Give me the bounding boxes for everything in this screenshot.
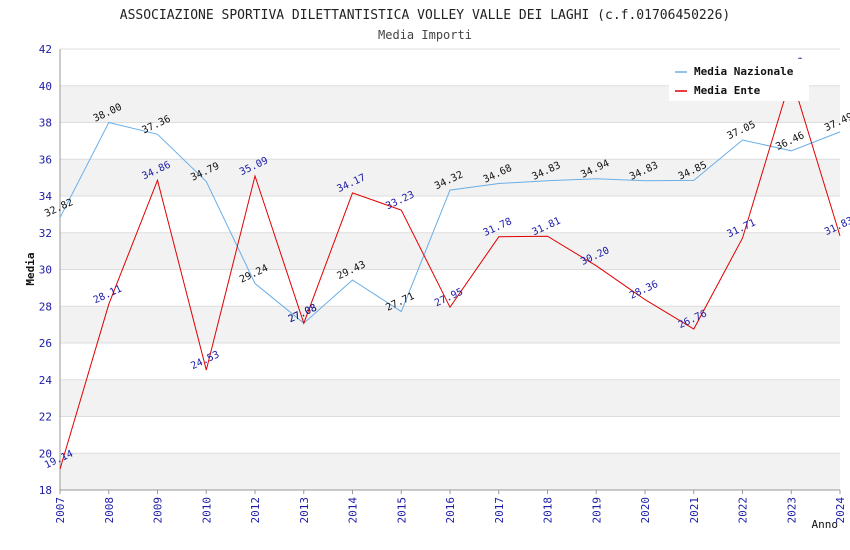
band xyxy=(60,196,840,233)
band xyxy=(60,232,840,270)
legend: Media Nazionale Media Ente xyxy=(669,59,809,101)
x-tick-label: 2013 xyxy=(298,497,311,524)
x-tick-label: 2010 xyxy=(200,497,213,524)
x-tick-label: 2007 xyxy=(54,497,67,524)
x-tick-label: 2024 xyxy=(834,497,847,524)
series-line-media-ente xyxy=(59,74,841,470)
x-tick-label: 2020 xyxy=(639,497,652,524)
y-tick-label: 20 xyxy=(39,447,52,460)
series-line-media-nazionale xyxy=(59,121,841,324)
y-tick-label: 22 xyxy=(39,411,52,424)
x-tick-label: 2008 xyxy=(103,497,116,524)
x-tick-label: 2012 xyxy=(249,497,262,524)
y-tick-label: 42 xyxy=(39,43,52,56)
x-tick-label: 2022 xyxy=(737,497,750,524)
x-tick-label: 2016 xyxy=(444,497,457,524)
legend-label-ente: Media Ente xyxy=(694,84,761,97)
x-tick-label: 2019 xyxy=(590,497,603,524)
band xyxy=(60,379,840,417)
band xyxy=(60,416,840,454)
y-tick-label: 26 xyxy=(39,337,52,350)
chart-subtitle: Media Importi xyxy=(378,28,472,42)
y-tick-label: 28 xyxy=(39,300,52,313)
x-tick-label: 2014 xyxy=(347,497,360,524)
x-tick-label: 2018 xyxy=(542,497,555,524)
chart-title: ASSOCIAZIONE SPORTIVA DILETTANTISTICA VO… xyxy=(120,8,730,23)
band xyxy=(60,122,840,160)
y-tick-label: 38 xyxy=(39,117,52,130)
series-lines xyxy=(59,74,841,470)
y-tick-label: 34 xyxy=(39,190,53,203)
legend-label-nazionale: Media Nazionale xyxy=(694,65,794,78)
y-axis-label: Media xyxy=(24,252,37,285)
band xyxy=(60,343,840,380)
band xyxy=(60,269,840,307)
y-ticks: 18 20 22 24 26 28 30 32 34 36 38 40 42 xyxy=(39,43,53,497)
y-tick-label: 30 xyxy=(39,264,52,277)
x-tick-label: 2009 xyxy=(152,497,165,524)
y-tick-label: 32 xyxy=(39,227,52,240)
x-axis-label: Anno xyxy=(812,518,839,531)
x-ticks: 2007 2008 2009 2010 2012 2013 2014 2015 2016 2017… xyxy=(54,490,847,524)
y-tick-label: 24 xyxy=(39,374,53,387)
y-tick-label: 40 xyxy=(39,80,52,93)
band xyxy=(60,306,840,343)
x-tick-label: 2023 xyxy=(785,497,798,524)
y-tick-label: 18 xyxy=(39,484,52,497)
band xyxy=(60,453,840,490)
x-tick-label: 2017 xyxy=(493,497,506,524)
y-tick-label: 36 xyxy=(39,153,52,166)
x-tick-label: 2015 xyxy=(395,497,408,524)
background-bands xyxy=(60,49,840,490)
legend-box xyxy=(669,59,809,101)
x-tick-label: 2021 xyxy=(688,497,701,524)
